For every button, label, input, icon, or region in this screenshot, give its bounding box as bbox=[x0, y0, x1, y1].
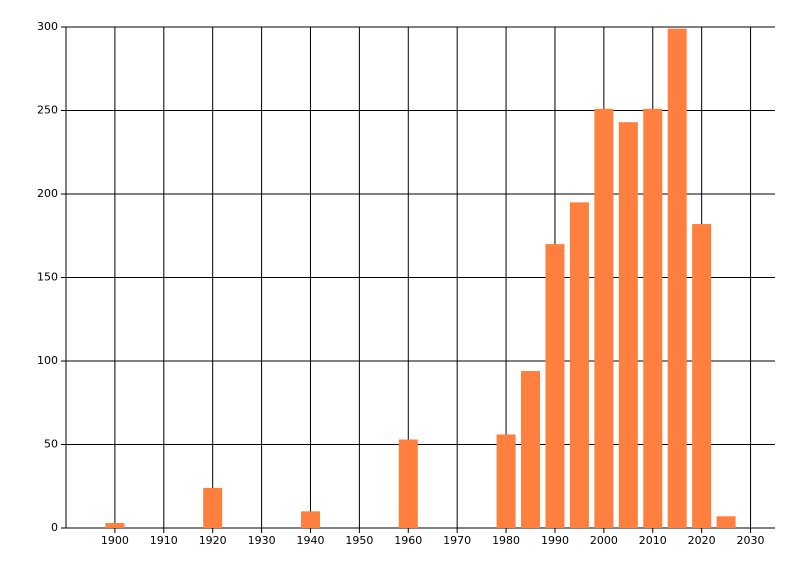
x-tick-label: 2020 bbox=[688, 534, 716, 547]
bar bbox=[300, 511, 320, 528]
bar bbox=[105, 522, 125, 528]
x-tick-label: 1910 bbox=[150, 534, 178, 547]
y-tick-label: 150 bbox=[37, 271, 58, 284]
x-tick-label: 1980 bbox=[492, 534, 520, 547]
bar bbox=[618, 122, 638, 528]
x-tick-label: 1950 bbox=[345, 534, 373, 547]
x-tick-label: 1940 bbox=[296, 534, 324, 547]
y-tick-label: 200 bbox=[37, 187, 58, 200]
bar bbox=[398, 439, 418, 528]
x-tick-label: 1920 bbox=[199, 534, 227, 547]
bar bbox=[521, 371, 541, 528]
y-tick-label: 300 bbox=[37, 20, 58, 33]
bar bbox=[569, 202, 589, 528]
x-tick-label: 1900 bbox=[101, 534, 129, 547]
bar bbox=[667, 28, 687, 528]
bar bbox=[716, 516, 736, 528]
bar bbox=[496, 434, 516, 528]
y-tick-label: 250 bbox=[37, 104, 58, 117]
bar bbox=[692, 224, 712, 528]
x-tick-label: 1990 bbox=[541, 534, 569, 547]
bar bbox=[643, 108, 663, 528]
bar bbox=[545, 244, 565, 528]
x-tick-label: 1970 bbox=[443, 534, 471, 547]
x-tick-label: 1960 bbox=[394, 534, 422, 547]
bar bbox=[203, 487, 223, 528]
x-tick-label: 1930 bbox=[248, 534, 276, 547]
y-tick-label: 100 bbox=[37, 354, 58, 367]
y-tick-label: 50 bbox=[44, 438, 58, 451]
y-tick-label: 0 bbox=[51, 521, 58, 534]
x-tick-label: 2010 bbox=[639, 534, 667, 547]
x-tick-label: 2000 bbox=[590, 534, 618, 547]
x-tick-label: 2030 bbox=[737, 534, 765, 547]
bar bbox=[594, 108, 614, 528]
